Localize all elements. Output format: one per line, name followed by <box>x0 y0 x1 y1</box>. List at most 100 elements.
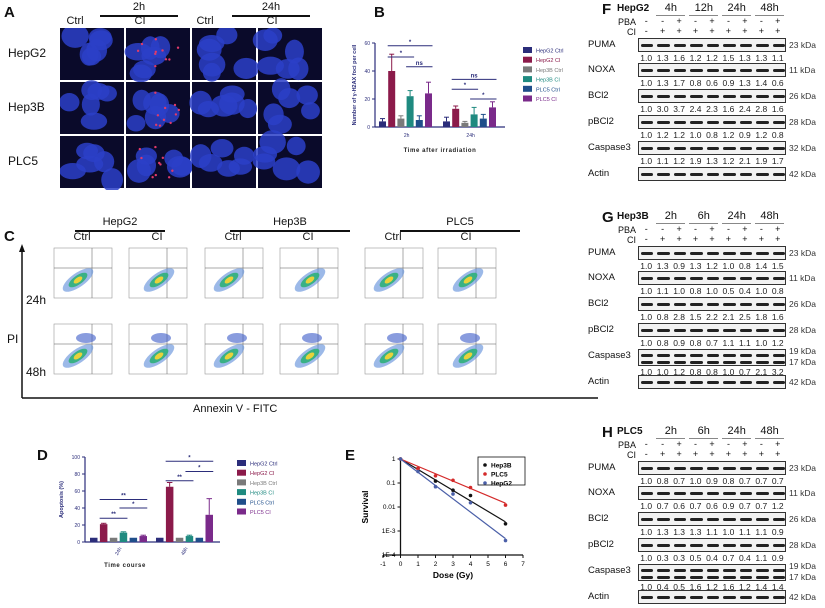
nucleus <box>252 146 278 163</box>
ci-sign: + <box>709 449 715 459</box>
densitometry-value: 0.8 <box>656 338 669 348</box>
protein-band <box>739 492 753 495</box>
bar <box>90 537 98 542</box>
condition-header: CI <box>302 231 314 243</box>
blot-noxa <box>638 271 786 285</box>
densitometry-value: 1.2 <box>656 130 669 140</box>
protein-band <box>739 354 753 357</box>
ci-sign: - <box>644 234 648 244</box>
densitometry-value: 0.4 <box>738 553 751 563</box>
densitometry-value: 0.8 <box>771 130 784 140</box>
panel-letter-d: D <box>37 447 48 464</box>
nucleus <box>101 168 124 190</box>
condition-header: Ctrl <box>384 231 402 243</box>
densitometry-value: 1.6 <box>771 104 784 114</box>
y-tick-label: 100 <box>72 455 81 461</box>
significance-label: * <box>409 40 412 46</box>
densitometry-value: 0.9 <box>771 527 784 537</box>
densitometry-value: 1.3 <box>738 53 751 63</box>
pba-sign: - <box>759 224 763 234</box>
densitometry-value: 1.2 <box>673 367 686 377</box>
foci-dot <box>154 91 157 94</box>
protein-band <box>657 44 670 47</box>
protein-band <box>673 544 687 547</box>
blot-puma <box>638 461 786 475</box>
legend-label: HepG2 <box>491 481 512 488</box>
protein-band <box>772 95 785 98</box>
kda-marker: 19 kDa <box>789 346 816 356</box>
densitometry-value: 0.8 <box>689 338 702 348</box>
densitometry-value: 1.0 <box>640 261 653 271</box>
densitometry-value: 1.1 <box>706 527 718 537</box>
nucleus <box>126 114 146 132</box>
time-header: 6h <box>697 210 710 222</box>
protein-label: NOXA <box>588 272 615 283</box>
group-header: HepG2 <box>102 216 138 228</box>
protein-band <box>723 121 736 124</box>
bar <box>489 107 496 127</box>
protein-band <box>723 569 736 572</box>
protein-band <box>739 381 753 384</box>
data-point <box>398 457 403 461</box>
significance-label: * <box>464 83 467 89</box>
x-axis-title: Time after irradiation <box>404 148 477 154</box>
bar <box>195 537 204 542</box>
densitometry-value: 1.6 <box>722 104 735 114</box>
protein-band <box>756 518 769 521</box>
blot-actin <box>638 590 786 604</box>
foci-dot <box>173 103 177 107</box>
nucleus <box>149 93 170 117</box>
protein-band <box>706 492 720 495</box>
bar <box>425 93 432 127</box>
protein-band <box>641 518 654 521</box>
protein-band <box>673 467 687 470</box>
foci-dot <box>161 156 165 160</box>
ci-sign: + <box>758 234 764 244</box>
data-point <box>433 479 438 483</box>
protein-band <box>657 303 670 306</box>
protein-band <box>739 467 753 470</box>
x-tick-label: 2 <box>434 561 438 568</box>
kda-marker: 26 kDa <box>789 91 816 101</box>
protein-band <box>756 329 769 332</box>
nucleus <box>133 60 156 79</box>
densitometry-value: 2.4 <box>738 104 751 114</box>
pba-sign: - <box>726 224 730 234</box>
densitometry-value: 1.3 <box>656 53 669 63</box>
foci-dot <box>161 49 164 52</box>
legend-label: HepG2 CI <box>250 471 275 477</box>
densitometry-value: 0.7 <box>738 367 751 377</box>
bar <box>99 524 108 542</box>
bar <box>165 486 174 542</box>
protein-band <box>641 69 654 72</box>
ci-sign: + <box>725 449 732 459</box>
bar <box>452 108 460 127</box>
y-axis-title: Survival <box>360 490 370 523</box>
densitometry-value: 0.7 <box>656 501 669 511</box>
data-point <box>503 503 508 507</box>
y-tick-label: 0.01 <box>383 504 396 511</box>
protein-band <box>641 277 654 280</box>
protein-band <box>723 467 736 470</box>
protein-band <box>772 173 785 176</box>
protein-band <box>641 576 654 579</box>
pba-label: PBA <box>617 440 636 450</box>
nucleus <box>210 139 234 158</box>
ci-sign: + <box>692 234 699 244</box>
densitometry-value: 0.7 <box>673 476 686 486</box>
significance-label: ns <box>471 73 479 79</box>
bar <box>205 514 213 542</box>
protein-band <box>673 361 687 364</box>
significance-label: ns <box>416 61 424 67</box>
protein-band <box>706 277 720 280</box>
significance-label: ** <box>177 475 182 481</box>
protein-band <box>772 277 785 280</box>
data-point <box>468 493 473 498</box>
densitometry-value: 1.3 <box>656 261 669 271</box>
protein-band <box>756 354 769 357</box>
ci-sign: + <box>775 234 781 244</box>
time-header: 24h <box>261 1 281 13</box>
foci-dot <box>167 176 171 179</box>
legend-swatch <box>237 508 246 515</box>
protein-band <box>723 69 736 72</box>
